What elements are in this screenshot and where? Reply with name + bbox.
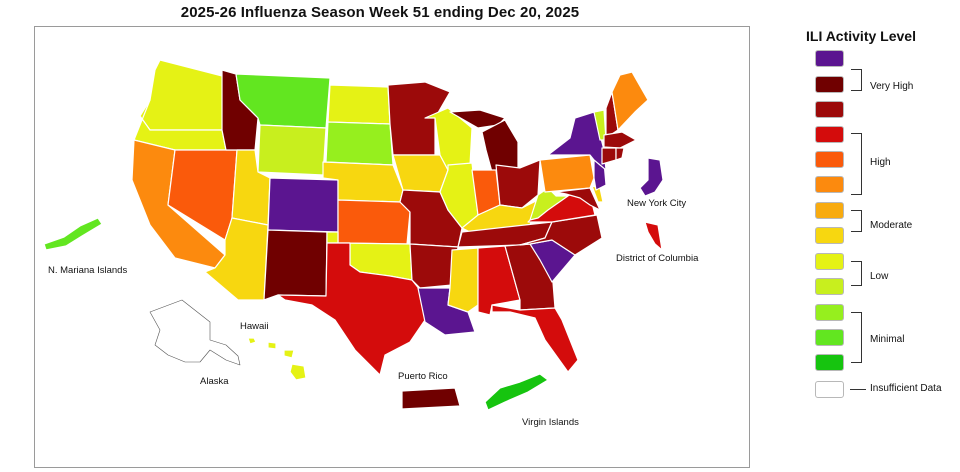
state-NM[interactable] <box>263 229 328 301</box>
legend-swatch-level-12 <box>815 76 844 93</box>
state-TX[interactable] <box>277 242 426 376</box>
inset-NYC[interactable] <box>639 157 664 197</box>
inset-DC[interactable] <box>644 221 663 251</box>
legend-swatch-level-13 <box>815 50 844 67</box>
bracket-moderate <box>851 210 862 232</box>
state-MN[interactable] <box>387 81 451 156</box>
legend-title: ILI Activity Level <box>806 28 916 44</box>
legend-swatch-level-5 <box>815 253 844 270</box>
legend-label-moderate: Moderate <box>870 220 913 231</box>
legend-swatch-level-1 <box>815 354 844 371</box>
label-hawaii: Hawaii <box>240 321 269 332</box>
us-flu-activity-map: N. Mariana Islands Alaska Hawaii Puerto … <box>43 59 699 428</box>
state-ND[interactable] <box>327 84 391 125</box>
legend: ILI Activity Level Very High High Modera… <box>800 26 960 472</box>
legend-swatch-level-7 <box>815 202 844 219</box>
state-FL[interactable] <box>491 304 579 373</box>
label-puerto-rico: Puerto Rico <box>398 371 448 382</box>
legend-swatch-insufficient <box>815 381 844 398</box>
legend-swatch-level-11 <box>815 101 844 118</box>
state-NC[interactable] <box>519 214 603 256</box>
state-KS[interactable] <box>337 199 411 245</box>
legend-swatch-level-8 <box>815 176 844 193</box>
legend-label-low: Low <box>870 271 889 282</box>
legend-swatch-level-3 <box>815 304 844 321</box>
label-alaska: Alaska <box>200 376 229 387</box>
inset-MP[interactable] <box>43 217 103 251</box>
state-MA[interactable] <box>603 131 637 149</box>
label-n-mariana: N. Mariana Islands <box>48 265 127 276</box>
bracket-high <box>851 133 862 195</box>
legend-label-very-high: Very High <box>870 81 914 92</box>
legend-swatch-level-9 <box>815 151 844 168</box>
state-MS[interactable] <box>447 247 479 313</box>
bracket-low <box>851 261 862 286</box>
legend-swatch-level-6 <box>815 227 844 244</box>
bracket-very-high <box>851 69 862 91</box>
label-dc: District of Columbia <box>616 253 699 264</box>
label-nyc: New York City <box>627 198 686 209</box>
label-virgin-islands: Virgin Islands <box>522 417 579 428</box>
state-ME[interactable] <box>611 71 649 131</box>
inset-VI[interactable] <box>484 373 549 411</box>
state-PA[interactable] <box>539 154 595 193</box>
state-SD[interactable] <box>325 121 394 166</box>
bracket-minimal <box>851 312 862 363</box>
legend-label-high: High <box>870 157 891 168</box>
inset-PR[interactable] <box>401 387 461 410</box>
legend-swatch-level-10 <box>815 126 844 143</box>
inset-AK[interactable] <box>149 299 241 366</box>
state-MI-lower[interactable] <box>481 119 519 173</box>
legend-swatch-level-2 <box>815 329 844 346</box>
state-AR[interactable] <box>409 243 459 289</box>
legend-label-minimal: Minimal <box>870 334 905 345</box>
state-WY[interactable] <box>257 124 327 176</box>
legend-label-insufficient: Insufficient Data <box>870 383 942 394</box>
state-RI[interactable] <box>615 147 625 161</box>
legend-swatch-level-4 <box>815 278 844 295</box>
insufficient-leader <box>850 389 866 390</box>
state-CO[interactable] <box>267 177 339 233</box>
state-CT[interactable] <box>601 147 617 165</box>
map-title: 2025-26 Influenza Season Week 51 ending … <box>180 4 580 21</box>
state-WA[interactable] <box>139 59 231 131</box>
state-OH[interactable] <box>495 159 541 209</box>
inset-HI[interactable] <box>247 337 307 381</box>
state-MD[interactable] <box>555 187 601 211</box>
